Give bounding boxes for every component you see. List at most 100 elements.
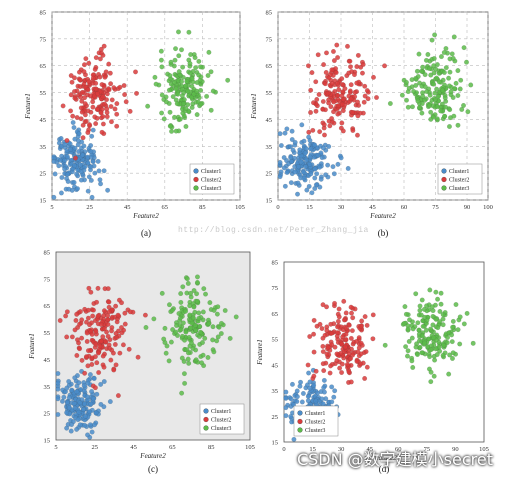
- x-tick-label: 105: [245, 444, 255, 451]
- data-point-cluster3: [419, 297, 425, 303]
- data-point-cluster1: [312, 166, 318, 172]
- data-point-cluster1: [51, 159, 57, 164]
- data-point-cluster2: [123, 99, 129, 105]
- data-point-cluster2: [104, 106, 110, 112]
- data-point-cluster2: [90, 313, 96, 319]
- data-point-cluster3: [419, 350, 425, 356]
- data-point-cluster1: [78, 162, 83, 168]
- data-point-cluster3: [441, 70, 447, 75]
- data-point-cluster2: [85, 130, 91, 135]
- data-point-cluster3: [205, 73, 211, 78]
- data-point-cluster2: [354, 338, 360, 344]
- data-point-cluster3: [413, 291, 419, 297]
- y-tick-label: 45: [40, 117, 47, 124]
- legend: Cluster1 Cluster2 Cluster3: [293, 405, 339, 437]
- data-point-cluster2: [340, 128, 346, 134]
- data-point-cluster2: [96, 370, 102, 375]
- data-point-cluster3: [194, 298, 200, 304]
- data-point-cluster2: [320, 106, 326, 112]
- data-point-cluster1: [76, 380, 82, 386]
- data-point-cluster2: [310, 127, 316, 133]
- data-point-cluster3: [422, 340, 428, 346]
- data-point-cluster3: [180, 110, 186, 116]
- data-point-cluster2: [329, 80, 335, 86]
- data-point-cluster3: [182, 337, 188, 343]
- data-point-cluster3: [444, 340, 450, 346]
- data-point-cluster3: [185, 350, 191, 356]
- data-point-cluster2: [345, 43, 350, 49]
- data-point-cluster3: [189, 83, 195, 89]
- data-point-cluster3: [416, 327, 422, 333]
- data-point-cluster3: [203, 291, 208, 297]
- data-point-cluster2: [104, 329, 110, 335]
- data-point-cluster2: [99, 338, 105, 344]
- data-point-cluster2: [94, 299, 100, 305]
- data-point-cluster3: [402, 304, 408, 310]
- data-point-cluster2: [328, 321, 334, 327]
- data-point-cluster3: [427, 354, 433, 360]
- data-point-cluster2: [85, 307, 91, 313]
- data-point-cluster1: [68, 428, 74, 434]
- data-point-cluster2: [320, 349, 326, 355]
- data-point-cluster1: [329, 384, 335, 390]
- y-tick-label: 85: [40, 10, 47, 17]
- data-point-cluster3: [457, 341, 463, 347]
- data-point-cluster2: [320, 343, 326, 349]
- panel-label: (d): [379, 464, 390, 474]
- data-point-cluster2: [347, 58, 353, 64]
- data-point-cluster3: [186, 29, 192, 35]
- y-tick-label: 25: [44, 411, 51, 418]
- data-point-cluster2: [328, 104, 334, 110]
- data-point-cluster2: [339, 361, 345, 367]
- data-point-cluster2: [326, 100, 332, 106]
- data-point-cluster3: [435, 94, 441, 99]
- data-point-cluster1: [313, 182, 319, 188]
- data-point-cluster1: [295, 191, 300, 197]
- data-point-cluster3: [419, 68, 425, 74]
- data-point-cluster3: [436, 79, 442, 85]
- data-point-cluster3: [168, 339, 174, 345]
- data-point-cluster3: [194, 88, 200, 94]
- data-point-cluster2: [111, 367, 117, 373]
- data-point-cluster2: [315, 52, 321, 58]
- data-point-cluster3: [179, 47, 184, 53]
- data-point-cluster3: [414, 68, 420, 74]
- data-point-cluster3: [145, 103, 151, 109]
- data-point-cluster3: [427, 92, 433, 98]
- data-point-cluster1: [331, 171, 337, 177]
- data-point-cluster1: [301, 138, 307, 144]
- data-point-cluster2: [334, 351, 340, 357]
- data-point-cluster3: [170, 94, 176, 100]
- data-point-cluster1: [72, 145, 78, 151]
- data-point-cluster2: [305, 362, 311, 368]
- data-point-cluster3: [431, 81, 437, 87]
- legend-label: Cluster3: [211, 426, 231, 432]
- data-point-cluster1: [296, 164, 301, 170]
- data-point-cluster2: [320, 335, 326, 341]
- data-point-cluster1: [295, 180, 301, 186]
- data-point-cluster1: [97, 177, 103, 183]
- data-point-cluster3: [442, 113, 448, 119]
- data-point-cluster3: [417, 307, 423, 313]
- y-tick-label: 65: [272, 311, 279, 318]
- data-point-cluster3: [437, 309, 443, 314]
- data-point-cluster3: [429, 37, 435, 43]
- data-point-cluster1: [76, 131, 82, 137]
- data-point-cluster1: [55, 412, 61, 417]
- data-point-cluster1: [297, 147, 303, 153]
- panel-label: (a): [141, 228, 151, 238]
- data-point-cluster3: [173, 46, 178, 52]
- data-point-cluster2: [114, 123, 120, 129]
- data-point-cluster3: [434, 116, 440, 122]
- data-point-cluster3: [403, 344, 409, 350]
- data-point-cluster3: [178, 291, 184, 297]
- data-point-cluster2: [87, 322, 92, 328]
- legend: Cluster1 Cluster2 Cluster3: [199, 403, 245, 435]
- data-point-cluster2: [331, 49, 336, 54]
- data-point-cluster3: [211, 349, 217, 355]
- data-point-cluster2: [103, 69, 109, 75]
- y-tick-label: 45: [266, 117, 273, 124]
- data-point-cluster1: [66, 395, 72, 401]
- y-tick-label: 15: [40, 198, 47, 205]
- data-point-cluster3: [225, 77, 231, 83]
